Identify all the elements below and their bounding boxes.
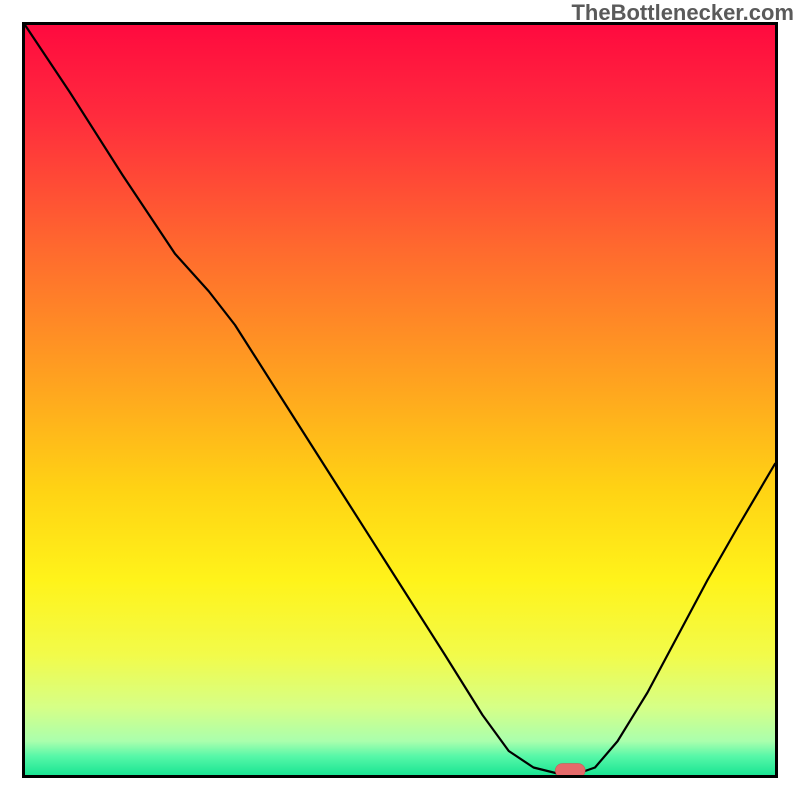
plot-area bbox=[22, 22, 778, 778]
chart-frame: TheBottlenecker.com bbox=[0, 0, 800, 800]
watermark-text: TheBottlenecker.com bbox=[571, 0, 794, 26]
plot-svg bbox=[22, 22, 778, 778]
